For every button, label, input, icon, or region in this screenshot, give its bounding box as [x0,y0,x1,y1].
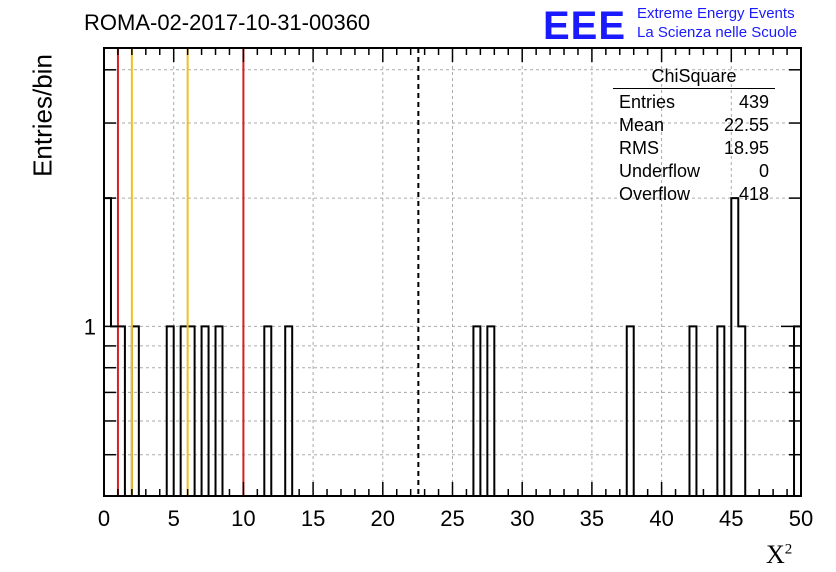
stats-label: Entries [619,92,676,112]
x-tick-label: 0 [98,506,110,531]
brand-line-1: Extreme Energy Events [637,5,795,22]
x-tick-label: 10 [231,506,255,531]
y-tick-label: 1 [84,314,96,339]
x-tick-label: 20 [371,506,395,531]
histogram-bin [627,326,634,496]
histogram-bin [717,326,724,496]
x-tick-label: 25 [440,506,464,531]
stats-row: Underflow 0 [611,160,777,183]
histogram-bin [216,326,223,496]
stats-value: 418 [738,184,769,204]
histogram-bin [794,326,801,496]
x-axis-label: X2 [766,540,792,570]
stats-row: Entries 439 [611,91,777,114]
x-tick-label: 50 [789,506,813,531]
x-tick-label: 30 [510,506,534,531]
stats-label: Overflow [619,184,691,204]
histogram-bin [118,326,125,496]
stats-box: ChiSquare Entries 439 Mean 22.55 RMS 18.95 Und… [611,66,777,206]
x-tick-label: 5 [168,506,180,531]
x-tick-label: 45 [719,506,743,531]
histogram-bin [285,326,292,496]
chart-title: ROMA-02-2017-10-31-00360 [84,10,371,35]
histogram-bin [104,198,111,496]
stats-rows: Entries 439 Mean 22.55 RMS 18.95 Underflow 0 Ove… [611,91,777,206]
stats-value: 0 [758,161,769,181]
stats-value: 18.95 [723,138,769,158]
x-axis-label-text: X [766,540,785,569]
histogram-bin [111,326,118,496]
stats-value: 439 [738,92,769,112]
axis-ticks: 0 5 10 15 20 25 30 35 40 45 50 1 [84,48,813,531]
histogram-bin [181,326,188,496]
stats-label: RMS [619,138,659,158]
x-tick-label: 40 [649,506,673,531]
histogram-bin [689,326,696,496]
stats-row: Overflow 418 [611,183,777,206]
histogram-bin [202,326,209,496]
stats-row: Mean 22.55 [611,114,777,137]
x-tick-label: 35 [580,506,604,531]
histogram-bin [132,326,139,496]
eee-logo: EEE [543,4,627,48]
stats-label: Underflow [619,161,701,181]
x-axis-label-superscript: 2 [784,541,793,558]
stats-value: 22.55 [723,115,769,135]
histogram-bin [731,198,738,496]
marker-lines [116,48,420,496]
x-tick-label: 15 [301,506,325,531]
stats-title: ChiSquare [613,66,775,89]
stats-row: RMS 18.95 [611,137,777,160]
stats-label: Mean [619,115,665,135]
histogram-bin [473,326,480,496]
histogram-bin [167,326,174,496]
histogram-bin [738,326,745,496]
histogram-bin [188,326,195,496]
histogram-bin [264,326,271,496]
brand-line-2: La Scienza nelle Scuole [637,24,798,41]
histogram-bin [487,326,494,496]
